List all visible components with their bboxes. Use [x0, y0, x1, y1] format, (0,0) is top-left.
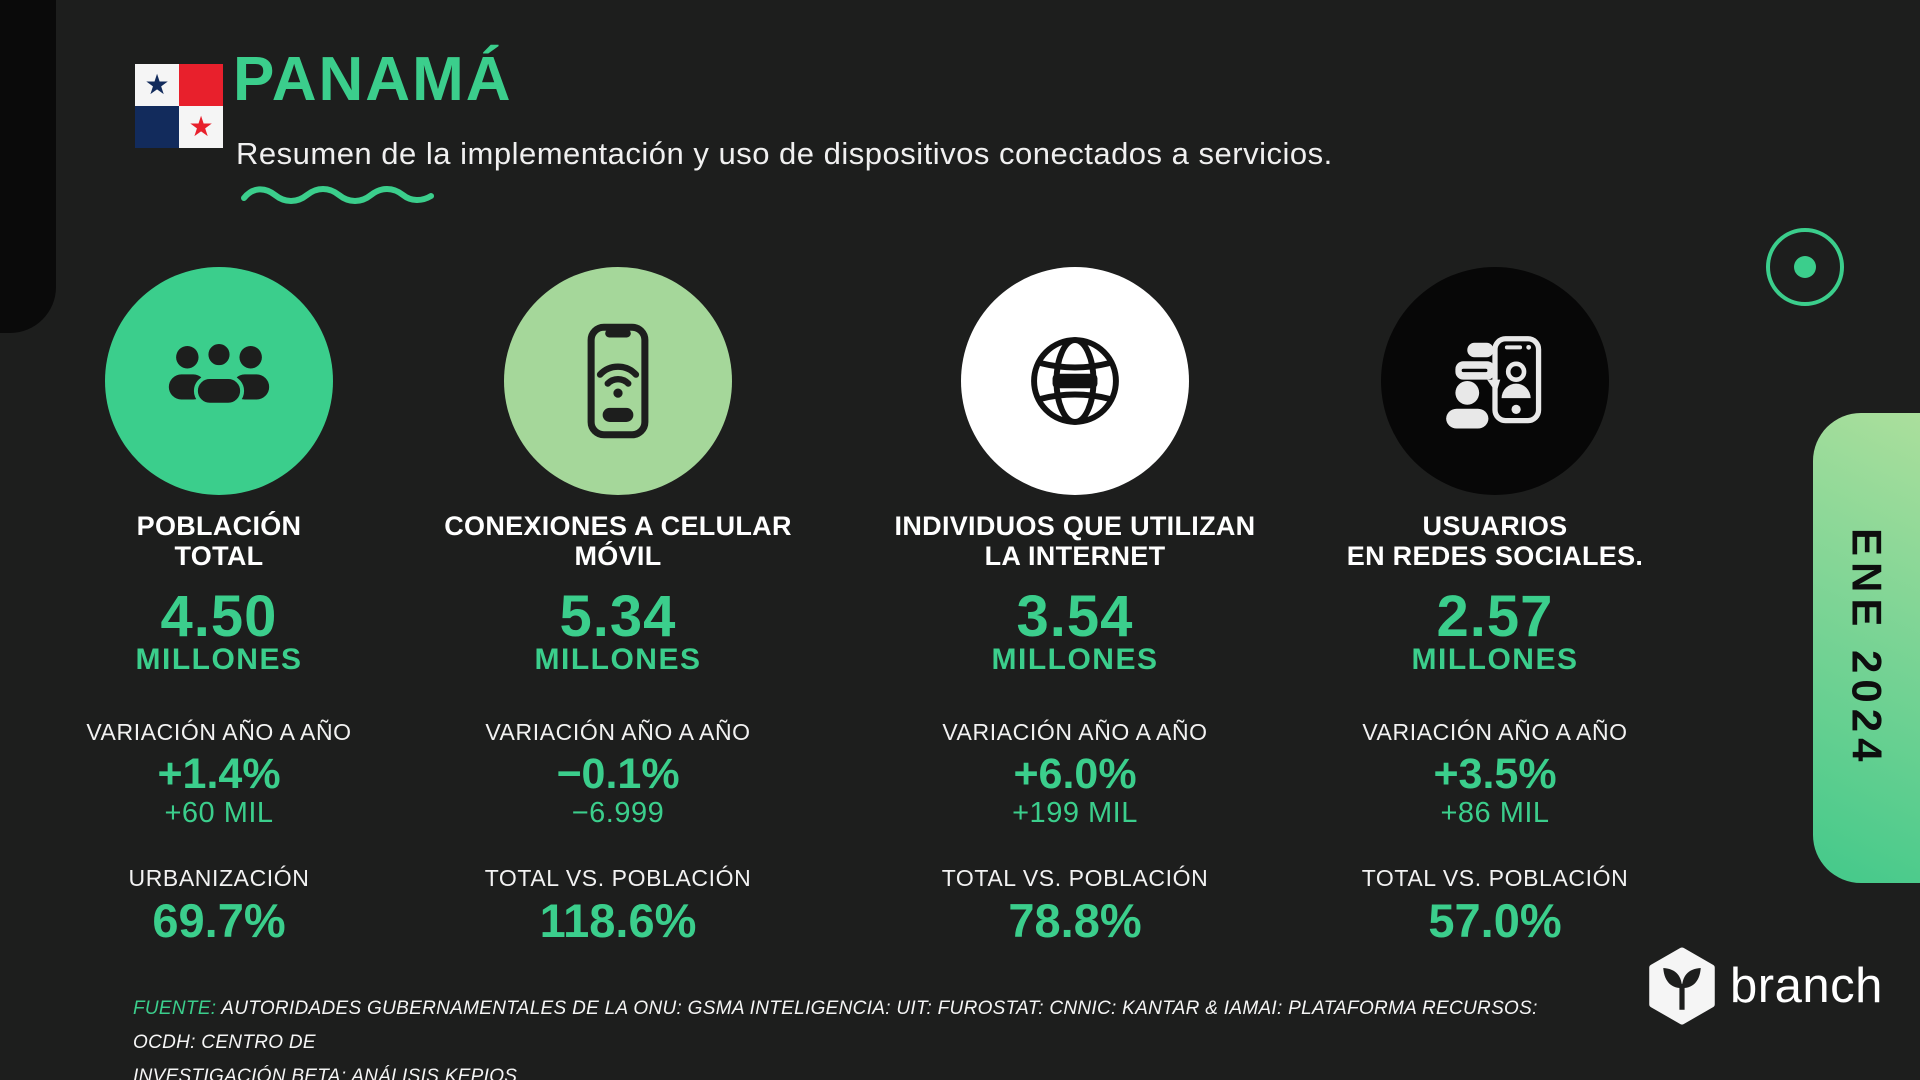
red-star-icon: ★	[188, 111, 214, 142]
social-users-icon	[1446, 336, 1542, 429]
stat-card-internet: INDIVIDUOS QUE UTILIZAN LA INTERNET 3.54…	[875, 267, 1275, 945]
branch-sprout-hexagon-icon	[1649, 947, 1715, 1025]
stat-value: 2.57	[1436, 584, 1554, 649]
panama-flag-icon: ★ ★	[135, 64, 223, 148]
date-panel: ENE 2024	[1813, 413, 1920, 883]
flag-quadrant-top-right	[179, 64, 223, 106]
stat-change-label: VARIACIÓN AÑO A AÑO	[86, 719, 352, 745]
stat-secondary-label: URBANIZACIÓN	[128, 865, 310, 891]
stat-unit: MILLONES	[1411, 643, 1579, 676]
stat-value: 3.54	[1016, 584, 1134, 649]
date-badge: ENE 2024	[1843, 528, 1891, 768]
people-group-icon	[168, 340, 270, 407]
page-subtitle: Resumen de la implementación y uso de di…	[236, 136, 1333, 171]
stat-change-abs: +60 MIL	[164, 797, 274, 829]
stat-circle-population	[105, 267, 333, 495]
mobile-wifi-icon	[587, 323, 649, 439]
stat-title: INDIVIDUOS QUE UTILIZAN LA INTERNET	[894, 511, 1256, 571]
target-dot-icon	[1766, 228, 1844, 306]
globe-internet-icon	[1031, 337, 1119, 425]
stat-change-abs: +199 MIL	[1012, 797, 1138, 829]
page-title: PANAMÁ	[233, 45, 513, 114]
target-dot-center	[1794, 256, 1816, 278]
stat-circle-internet	[961, 267, 1189, 495]
stat-title: CONEXIONES A CELULAR MÓVIL	[444, 511, 792, 571]
stat-change-abs: +86 MIL	[1440, 797, 1550, 829]
stat-value: 5.34	[559, 584, 677, 649]
stat-card-social: USUARIOS EN REDES SOCIALES. 2.57 MILLONE…	[1295, 267, 1695, 945]
flag-quadrant-bottom-left	[135, 106, 179, 148]
stat-card-mobile: CONEXIONES A CELULAR MÓVIL 5.34 MILLONES…	[418, 267, 818, 945]
stat-unit: MILLONES	[534, 643, 702, 676]
flag-quadrant-bottom-right: ★	[179, 106, 223, 148]
source-line-2: INVESTIGACIÓN BETA: ANÁLISIS KEPIOS	[133, 1066, 518, 1080]
stat-secondary-label: TOTAL VS. POBLACIÓN	[484, 865, 752, 891]
stat-unit: MILLONES	[991, 643, 1159, 676]
stat-value: 4.50	[160, 584, 278, 649]
stat-secondary-value: 69.7%	[152, 894, 286, 947]
stat-secondary-value: 78.8%	[1008, 894, 1142, 947]
source-line-1: FUENTE: AUTORIDADES GUBERNAMENTALES DE L…	[133, 998, 1538, 1053]
stat-change-value: +1.4%	[157, 750, 281, 798]
stat-title: USUARIOS EN REDES SOCIALES.	[1346, 511, 1644, 571]
source-prefix: FUENTE:	[133, 998, 217, 1019]
stat-card-population: POBLACIÓN TOTAL 4.50 MILLONES VARIACIÓN …	[19, 267, 419, 945]
stat-circle-social	[1381, 267, 1609, 495]
stat-secondary-value: 57.0%	[1428, 894, 1562, 947]
stat-change-label: VARIACIÓN AÑO A AÑO	[942, 719, 1208, 745]
stat-change-label: VARIACIÓN AÑO A AÑO	[485, 719, 751, 745]
stat-secondary-value: 118.6%	[539, 894, 697, 947]
stat-circle-mobile	[504, 267, 732, 495]
source-attribution: FUENTE: AUTORIDADES GUBERNAMENTALES DE L…	[133, 992, 1593, 1080]
flag-quadrant-top-left: ★	[135, 64, 179, 106]
stat-secondary-label: TOTAL VS. POBLACIÓN	[941, 865, 1209, 891]
stat-change-abs: −6.999	[571, 797, 665, 829]
stat-change-value: −0.1%	[556, 750, 680, 798]
blue-star-icon: ★	[144, 69, 170, 100]
squiggle-underline	[241, 186, 434, 204]
corner-accent-shape	[0, 0, 56, 333]
brand-logo: branch	[1646, 946, 1883, 1026]
stat-title: POBLACIÓN TOTAL	[136, 511, 302, 571]
brand-name: branch	[1730, 959, 1883, 1013]
stat-change-value: +3.5%	[1433, 750, 1557, 798]
stat-change-label: VARIACIÓN AÑO A AÑO	[1362, 719, 1628, 745]
stat-unit: MILLONES	[135, 643, 303, 676]
stat-secondary-label: TOTAL VS. POBLACIÓN	[1361, 865, 1629, 891]
stat-change-value: +6.0%	[1013, 750, 1137, 798]
